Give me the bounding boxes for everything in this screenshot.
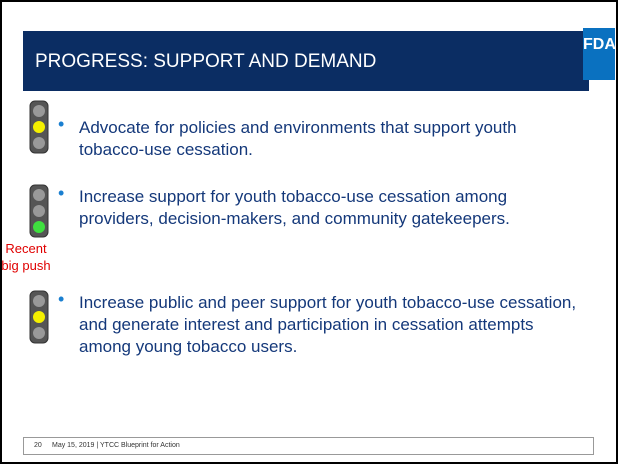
footer-text: May 15, 2019 | YTCC Blueprint for Action [52, 442, 180, 449]
slide-title: PROGRESS: SUPPORT AND DEMAND [35, 51, 377, 72]
traffic-light [29, 184, 49, 238]
footer: 20 May 15, 2019 | YTCC Blueprint for Act… [23, 437, 594, 455]
bullet-dot: • [58, 289, 65, 309]
bullet-text: Advocate for policies and environments t… [79, 118, 517, 159]
bullet-dot: • [58, 114, 65, 134]
note: Recent big push [1, 241, 51, 273]
bullet-dot: • [58, 183, 65, 203]
traffic-light [29, 290, 49, 344]
traffic-light [29, 100, 49, 154]
header-bar: PROGRESS: SUPPORT AND DEMAND [23, 31, 589, 91]
bullet-text: Increase public and peer support for you… [79, 293, 577, 356]
bullet-text: Increase support for youth tobacco-use c… [79, 187, 510, 228]
fda-logo: FDA [583, 28, 616, 80]
page-number: 20 [34, 442, 42, 449]
